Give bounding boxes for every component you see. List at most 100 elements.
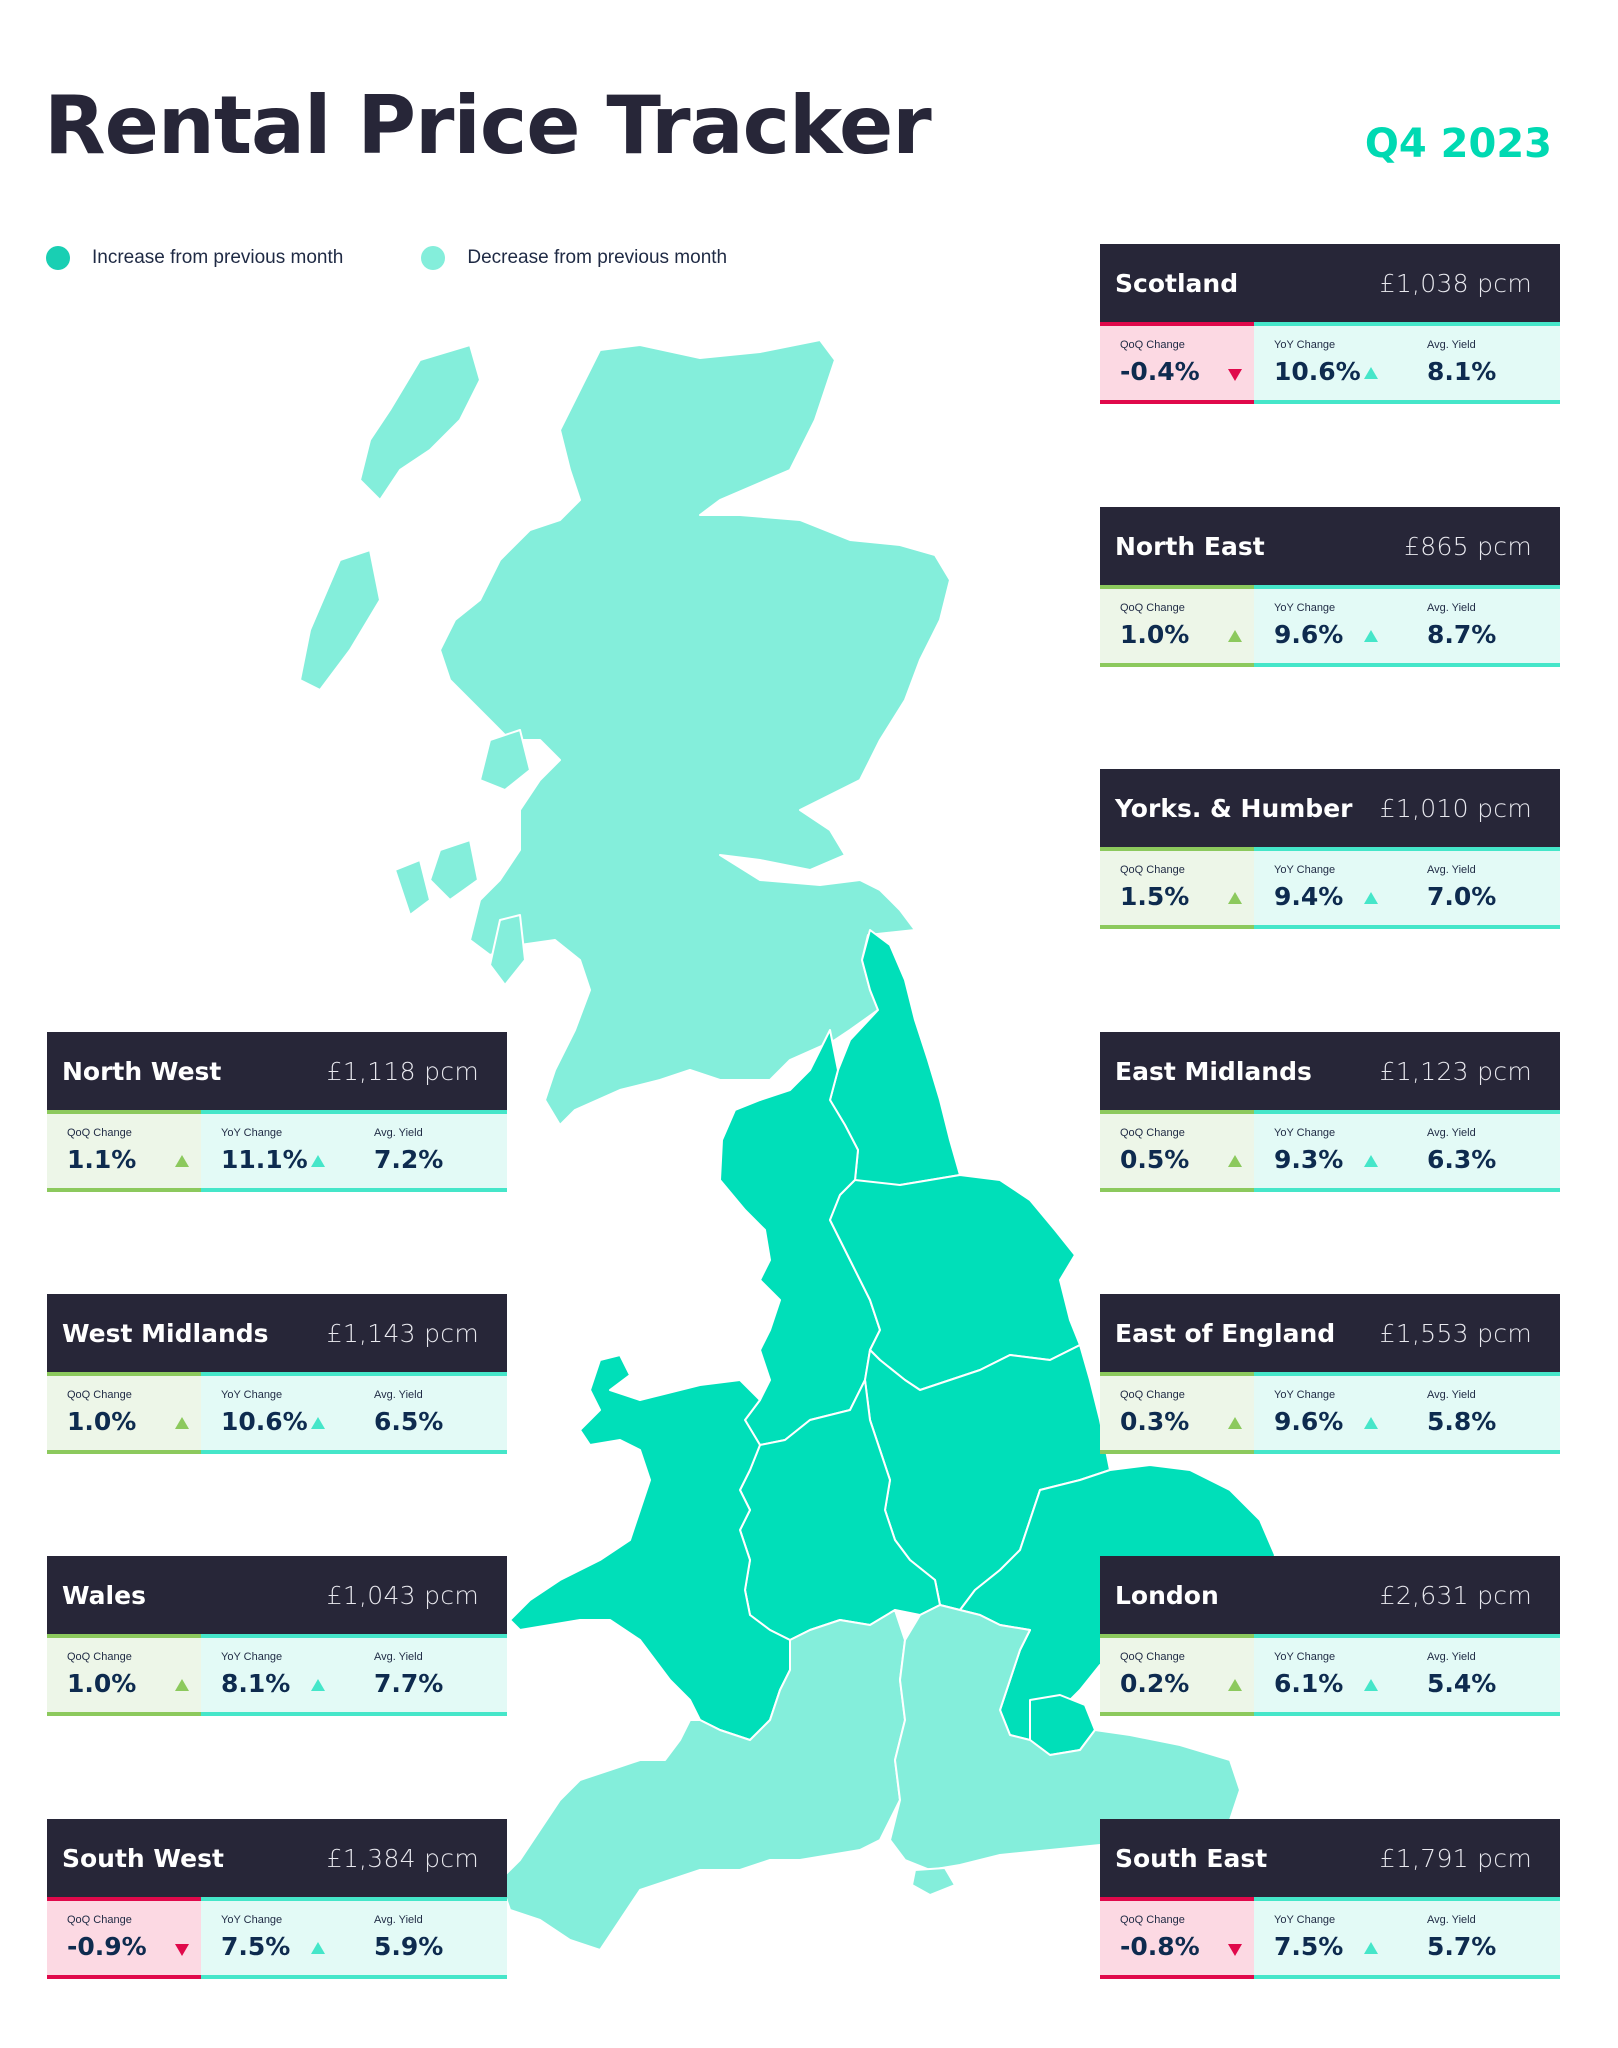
region-price: £1,118 pcm <box>326 1056 479 1086</box>
qoq-cell: QoQ Change 0.5% <box>1100 1110 1254 1192</box>
legend-decrease-label: Decrease from previous month <box>467 247 728 268</box>
card-header: Yorks. & Humber £1,010 pcm <box>1100 769 1560 847</box>
qoq-label: QoQ Change <box>1120 602 1185 614</box>
card-header: West Midlands £1,143 pcm <box>47 1294 507 1372</box>
up-triangle-icon <box>1228 892 1242 904</box>
qoq-value: 0.3% <box>1120 1407 1190 1436</box>
yield-value: 8.7% <box>1427 620 1497 649</box>
region-card-north-east: North East £865 pcm QoQ Change 1.0% YoY … <box>1100 507 1560 667</box>
region-price: £1,384 pcm <box>326 1843 479 1873</box>
yield-cell: Avg. Yield 7.0% <box>1407 847 1560 929</box>
yield-cell: Avg. Yield 7.7% <box>354 1634 507 1716</box>
qoq-label: QoQ Change <box>1120 339 1185 351</box>
region-price: £1,791 pcm <box>1379 1843 1532 1873</box>
yoy-label: YoY Change <box>1274 864 1336 876</box>
yoy-label: YoY Change <box>1274 1914 1336 1926</box>
region-price: £1,010 pcm <box>1379 793 1532 823</box>
down-triangle-icon <box>1228 369 1242 381</box>
yoy-label: YoY Change <box>1274 1651 1336 1663</box>
legend-increase: Increase from previous month <box>46 246 343 270</box>
up-triangle-icon <box>175 1679 189 1691</box>
region-name: South West <box>62 1843 224 1873</box>
up-triangle-icon <box>1364 1155 1378 1167</box>
legend: Increase from previous month Decrease fr… <box>46 246 805 270</box>
yoy-cell: YoY Change 7.5% <box>1254 1897 1407 1979</box>
yoy-value: 7.5% <box>1274 1932 1344 1961</box>
yoy-label: YoY Change <box>221 1651 283 1663</box>
qoq-cell: QoQ Change 0.3% <box>1100 1372 1254 1454</box>
region-price: £1,553 pcm <box>1379 1318 1532 1348</box>
region-price: £1,123 pcm <box>1379 1056 1532 1086</box>
card-header: South East £1,791 pcm <box>1100 1819 1560 1897</box>
period-label: Q4 2023 <box>1364 121 1552 167</box>
qoq-value: -0.8% <box>1120 1932 1200 1961</box>
up-triangle-icon <box>1228 1155 1242 1167</box>
yield-label: Avg. Yield <box>374 1127 423 1139</box>
up-triangle-icon <box>311 1679 325 1691</box>
qoq-cell: QoQ Change -0.9% <box>47 1897 201 1979</box>
yoy-value: 8.1% <box>221 1669 291 1698</box>
down-triangle-icon <box>1228 1944 1242 1956</box>
down-triangle-icon <box>175 1944 189 1956</box>
yield-cell: Avg. Yield 5.7% <box>1407 1897 1560 1979</box>
qoq-cell: QoQ Change -0.8% <box>1100 1897 1254 1979</box>
region-name: East of England <box>1115 1318 1336 1348</box>
qoq-label: QoQ Change <box>67 1651 132 1663</box>
yield-cell: Avg. Yield 5.8% <box>1407 1372 1560 1454</box>
card-header: South West £1,384 pcm <box>47 1819 507 1897</box>
up-triangle-icon <box>311 1417 325 1429</box>
yield-label: Avg. Yield <box>374 1914 423 1926</box>
yield-label: Avg. Yield <box>1427 339 1476 351</box>
yoy-cell: YoY Change 6.1% <box>1254 1634 1407 1716</box>
yield-cell: Avg. Yield 8.7% <box>1407 585 1560 667</box>
legend-decrease: Decrease from previous month <box>421 246 727 270</box>
up-triangle-icon <box>1228 1679 1242 1691</box>
card-header: London £2,631 pcm <box>1100 1556 1560 1634</box>
region-card-wales: Wales £1,043 pcm QoQ Change 1.0% YoY Cha… <box>47 1556 507 1716</box>
qoq-label: QoQ Change <box>1120 1127 1185 1139</box>
up-triangle-icon <box>311 1155 325 1167</box>
map-region-south-east[interactable] <box>889 1604 1241 1871</box>
qoq-label: QoQ Change <box>67 1914 132 1926</box>
yield-value: 8.1% <box>1427 357 1497 386</box>
yoy-cell: YoY Change 8.1% <box>201 1634 354 1716</box>
yield-value: 5.8% <box>1427 1407 1497 1436</box>
yoy-value: 11.1% <box>221 1145 308 1174</box>
up-triangle-icon <box>1364 892 1378 904</box>
decrease-dot-icon <box>421 246 446 270</box>
up-triangle-icon <box>311 1942 325 1954</box>
yoy-label: YoY Change <box>1274 339 1336 351</box>
card-header: East of England £1,553 pcm <box>1100 1294 1560 1372</box>
region-card-east-midlands: East Midlands £1,123 pcm QoQ Change 0.5%… <box>1100 1032 1560 1192</box>
increase-dot-icon <box>46 246 70 270</box>
qoq-cell: QoQ Change 1.0% <box>1100 585 1254 667</box>
up-triangle-icon <box>1364 1679 1378 1691</box>
yield-label: Avg. Yield <box>1427 602 1476 614</box>
yoy-value: 10.6% <box>221 1407 308 1436</box>
yoy-value: 9.6% <box>1274 1407 1344 1436</box>
region-price: £865 pcm <box>1404 531 1532 561</box>
qoq-label: QoQ Change <box>1120 1651 1185 1663</box>
region-card-south-west: South West £1,384 pcm QoQ Change -0.9% Y… <box>47 1819 507 1979</box>
region-name: East Midlands <box>1115 1056 1312 1086</box>
yoy-label: YoY Change <box>1274 1127 1336 1139</box>
region-price: £1,043 pcm <box>326 1580 479 1610</box>
card-header: East Midlands £1,123 pcm <box>1100 1032 1560 1110</box>
yoy-value: 6.1% <box>1274 1669 1344 1698</box>
yoy-value: 10.6% <box>1274 357 1361 386</box>
qoq-cell: QoQ Change 1.0% <box>47 1634 201 1716</box>
qoq-value: 0.5% <box>1120 1145 1190 1174</box>
qoq-label: QoQ Change <box>1120 1389 1185 1401</box>
card-header: North East £865 pcm <box>1100 507 1560 585</box>
region-card-south-east: South East £1,791 pcm QoQ Change -0.8% Y… <box>1100 1819 1560 1979</box>
yield-cell: Avg. Yield 5.9% <box>354 1897 507 1979</box>
region-price: £1,143 pcm <box>326 1318 479 1348</box>
yield-cell: Avg. Yield 6.3% <box>1407 1110 1560 1192</box>
qoq-label: QoQ Change <box>1120 864 1185 876</box>
qoq-value: 1.5% <box>1120 882 1190 911</box>
yield-label: Avg. Yield <box>1427 1389 1476 1401</box>
qoq-value: 0.2% <box>1120 1669 1190 1698</box>
map-region-scotland[interactable] <box>439 339 951 1126</box>
up-triangle-icon <box>1228 1417 1242 1429</box>
